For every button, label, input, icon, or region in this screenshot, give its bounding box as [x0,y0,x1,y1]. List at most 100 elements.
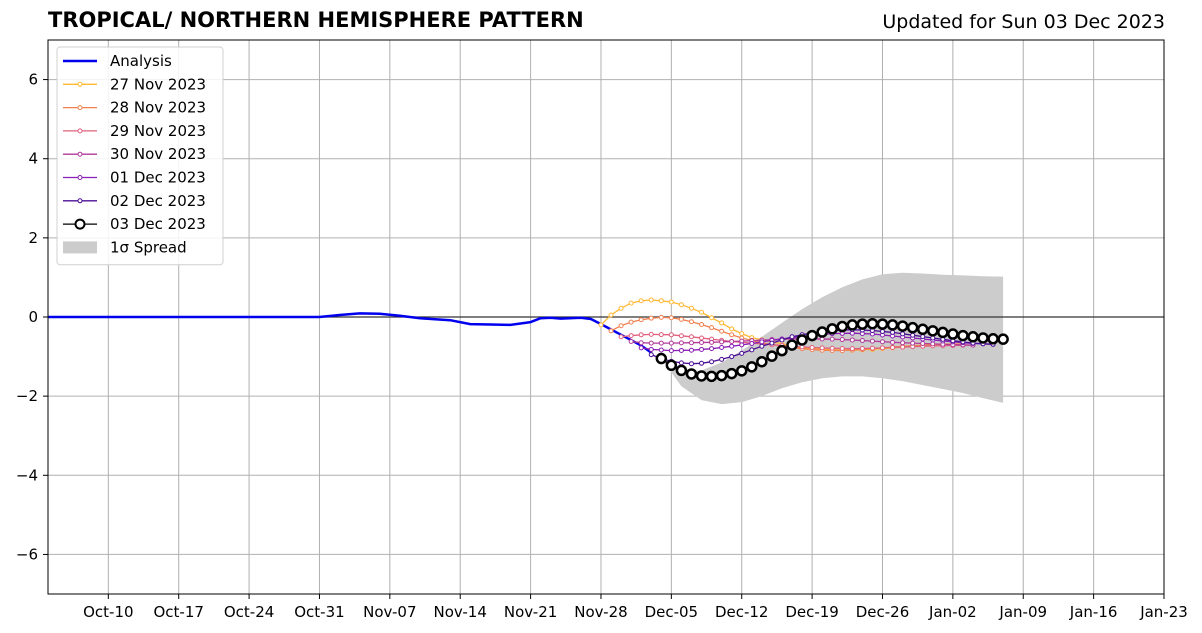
data-point [920,341,926,347]
x-tick-label: Nov-21 [504,603,557,621]
data-point [618,305,624,311]
chart-title: TROPICAL/ NORTHERN HEMISPHERE PATTERN [48,8,584,32]
data-point [779,337,785,343]
data-point [816,326,828,338]
data-point [678,347,684,353]
data-point [675,364,688,377]
legend-label: 03 Dec 2023 [110,215,206,233]
data-point [879,345,885,351]
data-point [688,361,694,367]
legend-swatch-marker [77,175,83,180]
data-point [688,305,694,311]
data-point [648,297,654,303]
data-point [709,315,715,321]
data-point [648,352,654,358]
data-point [668,348,674,354]
data-point [746,361,758,373]
data-point [866,317,879,330]
data-point [709,346,715,352]
data-point [688,347,694,353]
data-point [688,340,694,346]
data-point [648,315,654,321]
data-point [648,346,654,352]
data-point [618,334,624,340]
data-point [628,300,634,306]
y-tick-label: 0 [28,308,38,326]
data-point [937,326,949,339]
data-point [668,332,674,338]
x-tick-label: Jan-23 [1139,603,1188,621]
data-point [947,328,959,340]
data-point [658,298,664,304]
data-point [869,345,875,351]
legend-label: 29 Nov 2023 [110,122,206,140]
data-point [890,344,896,350]
y-tick-label: −4 [16,466,38,484]
data-point [849,346,855,352]
data-point [638,332,644,338]
updated-date: Updated for Sun 03 Dec 2023 [882,11,1165,33]
data-point [668,340,674,346]
data-point [930,341,936,347]
data-point [719,328,725,334]
y-tick-label: −6 [16,545,38,563]
data-point [665,359,678,372]
data-point [678,333,684,339]
data-point [725,367,738,380]
data-point [796,334,808,346]
legend-swatch-marker [77,151,83,157]
data-point [977,332,989,344]
data-point [658,332,664,338]
data-point [608,328,614,334]
data-point [920,334,926,340]
legend-label: 01 Dec 2023 [110,169,206,187]
data-point [729,332,735,338]
x-tick-label: Dec-05 [645,603,699,621]
data-point [890,339,896,345]
data-point [638,340,644,346]
data-point [879,339,885,345]
data-point [719,356,725,362]
data-point [900,331,906,337]
x-tick-label: Oct-10 [83,603,133,621]
axis-ticks: Oct-10 Oct-17 Oct-24 Oct-31 Nov-07 Nov-14 Nov-… [16,71,1188,621]
data-point [859,345,865,351]
y-tick-label: 6 [28,71,38,89]
x-tick-label: Jan-16 [1069,603,1118,621]
data-point [598,322,604,328]
x-tick-label: Oct-31 [294,603,344,621]
data-point [678,316,684,322]
data-point [709,325,715,331]
data-point [699,309,705,315]
data-point [729,326,735,332]
legend-label: 02 Dec 2023 [110,192,206,210]
data-point [719,339,725,345]
legend-box [56,46,224,266]
data-point [739,350,745,356]
data-point [839,345,845,351]
data-point [688,334,694,340]
data-point [997,333,1009,345]
legend-swatch-marker [74,218,86,230]
data-point [759,343,765,349]
data-point [729,339,735,345]
data-point [638,298,644,304]
data-point [648,340,654,346]
data-point [628,333,634,339]
data-point [896,320,909,332]
data-point [869,338,875,344]
data-point [890,329,896,335]
data-point [836,320,849,333]
y-tick-label: 2 [28,229,38,247]
data-point [618,323,624,329]
data-point [910,332,916,338]
data-point [789,334,795,340]
data-point [859,338,865,344]
data-point [658,347,664,353]
data-point [906,321,919,334]
data-point [759,339,765,345]
data-point [769,340,775,346]
data-point [749,347,755,353]
data-point [819,345,825,351]
